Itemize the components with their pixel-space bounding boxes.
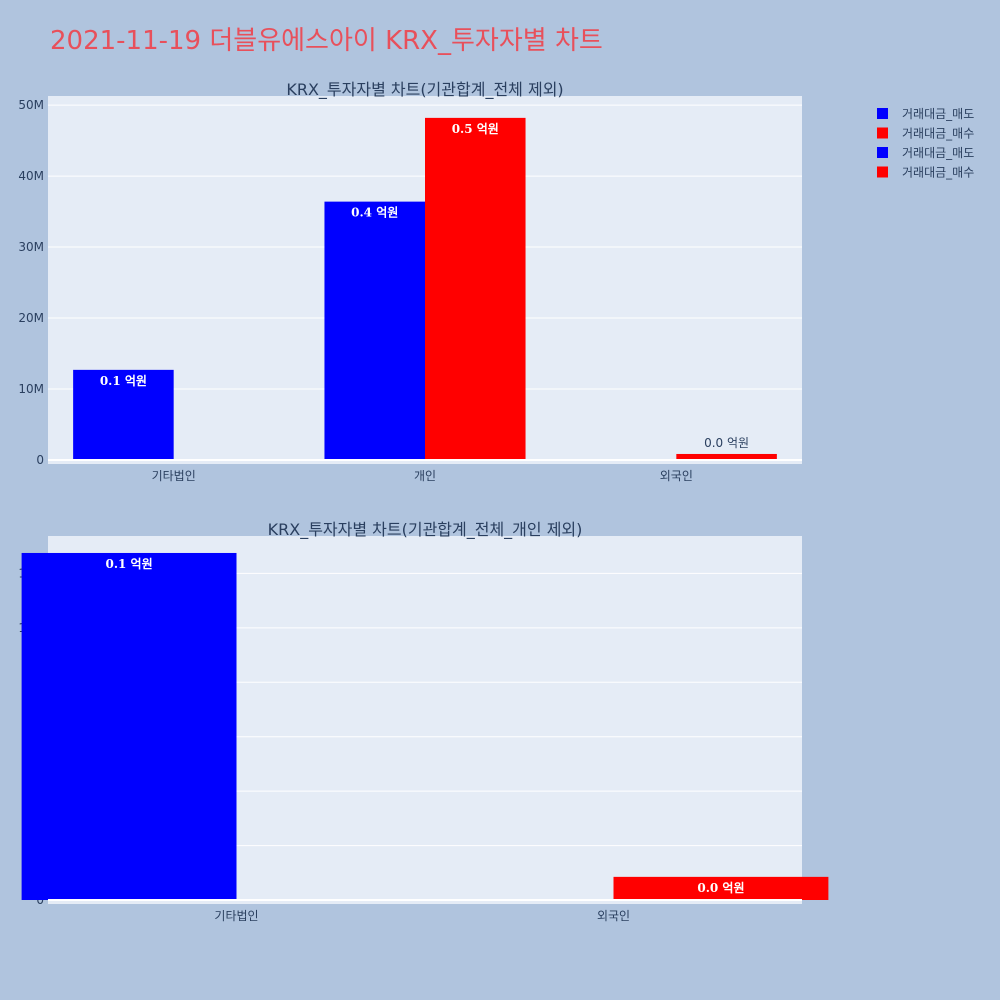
- x-tick-label: 개인: [414, 469, 436, 483]
- chart-bottom: 02M4M6M8M10M12MKRX_투자자별 차트(기관합계_전체_개인 제외…: [18, 520, 829, 923]
- y-tick-label: 50M: [18, 98, 44, 112]
- bar: [676, 453, 777, 460]
- bar-data-label: 0.0 억원: [697, 881, 744, 895]
- bar-data-label: 0.0 억원: [704, 436, 749, 450]
- legend-label[interactable]: 거래대금_매수: [902, 166, 974, 180]
- bar: [73, 369, 174, 460]
- bar: [425, 117, 526, 460]
- y-tick-label: 20M: [18, 311, 44, 325]
- chart-top: 0 10M 20M 30M 40M 50M KRX_투자자별 차트(기관합계_전체 제외) 0…: [18, 80, 802, 483]
- legend-label[interactable]: 거래대금_매도: [902, 146, 974, 160]
- y-tick-label: 40M: [18, 169, 44, 183]
- legend-swatch[interactable]: [877, 166, 888, 178]
- bar: [324, 201, 425, 460]
- y-tick-label: 0: [36, 453, 44, 467]
- bar-data-label: 0.1 억원: [105, 557, 152, 571]
- legend-label[interactable]: 거래대금_매수: [902, 127, 974, 141]
- subplot-title: KRX_투자자별 차트(기관합계_전체 제외): [286, 80, 563, 100]
- y-tick-label: 30M: [18, 240, 44, 254]
- bar: [613, 876, 829, 900]
- bar-data-label: 0.4 억원: [351, 206, 398, 220]
- x-tick-label: 기타법인: [214, 909, 258, 923]
- page-title: 2021-11-19 더블유에스아이 KRX_투자자별 차트: [50, 26, 603, 56]
- bar: [21, 552, 237, 900]
- legend-swatch[interactable]: [877, 127, 888, 139]
- subplot-title: KRX_투자자별 차트(기관합계_전체_개인 제외): [268, 520, 583, 540]
- legend-label[interactable]: 거래대금_매도: [902, 107, 974, 121]
- x-tick-label: 외국인: [597, 909, 630, 923]
- x-tick-label: 외국인: [660, 469, 693, 483]
- legend-swatch[interactable]: [877, 108, 888, 119]
- y-tick-label: 10M: [18, 382, 44, 396]
- bar-data-label: 0.5 억원: [452, 122, 499, 136]
- x-tick-label: 기타법인: [152, 469, 196, 483]
- legend-swatch[interactable]: [877, 147, 888, 158]
- bar-data-label: 0.1 억원: [100, 374, 147, 388]
